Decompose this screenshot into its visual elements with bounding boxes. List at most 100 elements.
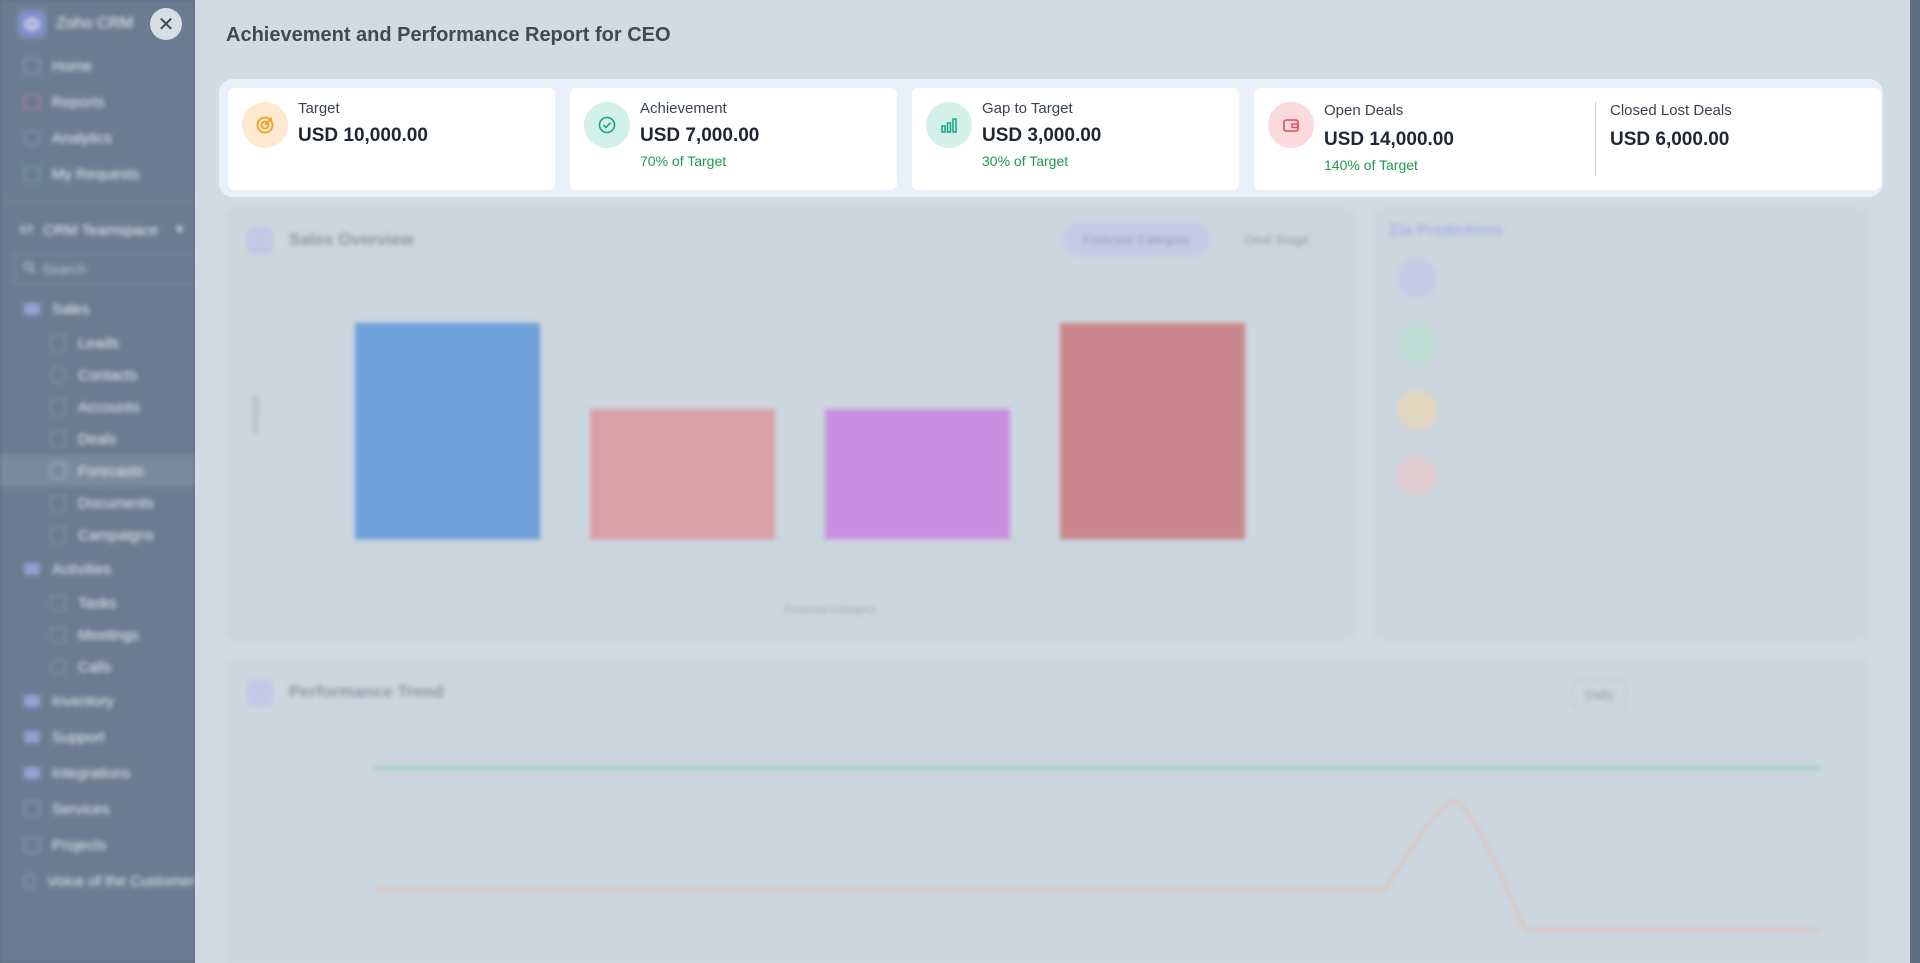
folder-icon (24, 695, 40, 707)
teamspace-name: CRM Teamspace (43, 221, 159, 239)
performance-trend-card: Performance Trend Daily (225, 660, 1868, 963)
folder-icon (24, 563, 40, 575)
sidebar-section-activities[interactable]: Activities (0, 551, 195, 587)
chart-icon (247, 228, 273, 254)
sidebar-section-label: Integrations (52, 764, 131, 782)
sidebar-section-label: Inventory (52, 692, 114, 710)
chevron-down-icon: ▼ (174, 224, 185, 236)
search-icon (23, 261, 36, 277)
kpi-value: USD 7,000.00 (640, 125, 760, 146)
app-name: Zoho CRM (56, 15, 134, 32)
prediction-icon (1397, 456, 1437, 496)
kpi-value: USD 10,000.00 (298, 125, 428, 146)
chart-xlabel: Forecast Category (785, 604, 876, 616)
sidebar-item-label: Accounts (78, 398, 140, 416)
sidebar-section-label: Activities (52, 560, 112, 578)
kpi-percent: 70% of Target (640, 153, 727, 169)
sidebar-item-calls[interactable]: Calls (0, 651, 195, 683)
kpi-value: USD 3,000.00 (982, 125, 1102, 146)
sidebar-item-label: Analytics (52, 129, 113, 147)
sidebar-section-label: Sales (52, 300, 90, 318)
kpi-open-deals: Open Deals USD 14,000.00 140% of Target (1254, 88, 1595, 190)
sidebar-item-forecasts[interactable]: Forecasts (0, 455, 195, 487)
kpi-card-deals: Open Deals USD 14,000.00 140% of Target … (1254, 88, 1881, 190)
sidebar-item-projects[interactable]: Projects (0, 827, 195, 863)
kpi-label: Target (298, 100, 340, 117)
deals-icon (50, 431, 66, 447)
kpi-label: Gap to Target (982, 100, 1073, 117)
kpi-value: USD 14,000.00 (1324, 129, 1454, 150)
sidebar-search-input[interactable]: Search (14, 253, 195, 285)
sidebar-item-deals[interactable]: Deals (0, 423, 195, 455)
sidebar-item-label: Voice of the Customer (47, 872, 195, 890)
documents-icon (50, 495, 66, 511)
sidebar-item-services[interactable]: Services (0, 791, 195, 827)
prediction-icon (1397, 324, 1437, 364)
sidebar-section-integrations[interactable]: Integrations (0, 755, 195, 791)
home-icon (24, 58, 40, 74)
sidebar-item-meetings[interactable]: Meetings (0, 619, 195, 651)
chart-bar (355, 323, 540, 539)
sidebar-divider (0, 202, 195, 203)
sidebar-item-label: Documents (78, 494, 154, 512)
search-placeholder: Search (42, 261, 87, 277)
report-panel: Achievement and Performance Report for C… (195, 0, 1915, 963)
target-icon (242, 102, 288, 148)
sidebar-item-label: Meetings (78, 626, 139, 644)
sidebar-section-label: Support (52, 728, 105, 746)
sidebar-item-voice-of-customer[interactable]: Voice of the Customer (0, 863, 195, 899)
card-title: Zia Predictions (1389, 222, 1504, 239)
sidebar-item-label: Campaigns (78, 526, 154, 544)
sidebar-item-label: Tasks (78, 594, 117, 612)
sidebar-item-label: My Requests (52, 165, 140, 183)
sidebar-section-support[interactable]: Support (0, 719, 195, 755)
sidebar-section-inventory[interactable]: Inventory (0, 683, 195, 719)
kpi-label: Achievement (640, 100, 727, 117)
prediction-item (1397, 324, 1437, 364)
folder-icon (24, 303, 40, 315)
sidebar-item-label: Services (52, 800, 110, 818)
folder-icon (24, 731, 40, 743)
sidebar-section-sales[interactable]: Sales (0, 291, 195, 327)
reports-icon (24, 94, 40, 110)
kpi-strip: Target USD 10,000.00 Achievement USD 7,0… (219, 79, 1883, 197)
page-title: Achievement and Performance Report for C… (226, 24, 671, 46)
sidebar-item-label: Leads (78, 334, 119, 352)
user-icon (24, 873, 36, 889)
sidebar-item-tasks[interactable]: Tasks (0, 587, 195, 619)
prediction-item (1397, 390, 1437, 430)
check-circle-icon (584, 102, 630, 148)
sidebar-item-label: Projects (52, 836, 107, 854)
sidebar-item-analytics[interactable]: Analytics (0, 120, 195, 156)
tasks-icon (50, 595, 66, 611)
teamspace-switcher[interactable]: CT CRM Teamspace ▼ (0, 213, 195, 247)
sidebar-item-contacts[interactable]: Contacts (0, 359, 195, 391)
sidebar-item-campaigns[interactable]: Campaigns (0, 519, 195, 551)
period-dropdown[interactable]: Daily (1572, 680, 1627, 708)
folder-icon (24, 767, 40, 779)
sidebar-item-leads[interactable]: Leads (0, 327, 195, 359)
trend-icon (247, 680, 273, 706)
sales-overview-card: Sales Overview Forecast Category Deal St… (225, 208, 1355, 640)
close-button[interactable]: ✕ (150, 8, 182, 40)
brand[interactable]: Zoho CRM (0, 0, 195, 48)
sidebar-item-reports[interactable]: Reports (0, 84, 195, 120)
teamspace-badge: CT (20, 224, 34, 236)
toggle-forecast-category[interactable]: Forecast Category (1063, 222, 1210, 256)
zoho-logo-icon (18, 10, 46, 38)
prediction-item (1397, 258, 1437, 298)
kpi-card-target: Target USD 10,000.00 (228, 88, 555, 190)
sidebar-item-home[interactable]: Home (0, 48, 195, 84)
forecasts-icon (50, 463, 66, 479)
sidebar-item-accounts[interactable]: Accounts (0, 391, 195, 423)
sidebar-item-label: Calls (78, 658, 112, 676)
leads-icon (50, 335, 66, 351)
toggle-deal-stage[interactable]: Deal Stage (1245, 231, 1310, 247)
accounts-icon (50, 399, 66, 415)
sidebar-item-my-requests[interactable]: My Requests (0, 156, 195, 192)
kpi-value: USD 6,000.00 (1610, 129, 1730, 150)
zia-predictions-card: Zia Predictions (1375, 208, 1868, 640)
wallet-icon (1268, 102, 1314, 148)
sidebar-item-documents[interactable]: Documents (0, 487, 195, 519)
sales-bar-chart (355, 323, 1245, 540)
